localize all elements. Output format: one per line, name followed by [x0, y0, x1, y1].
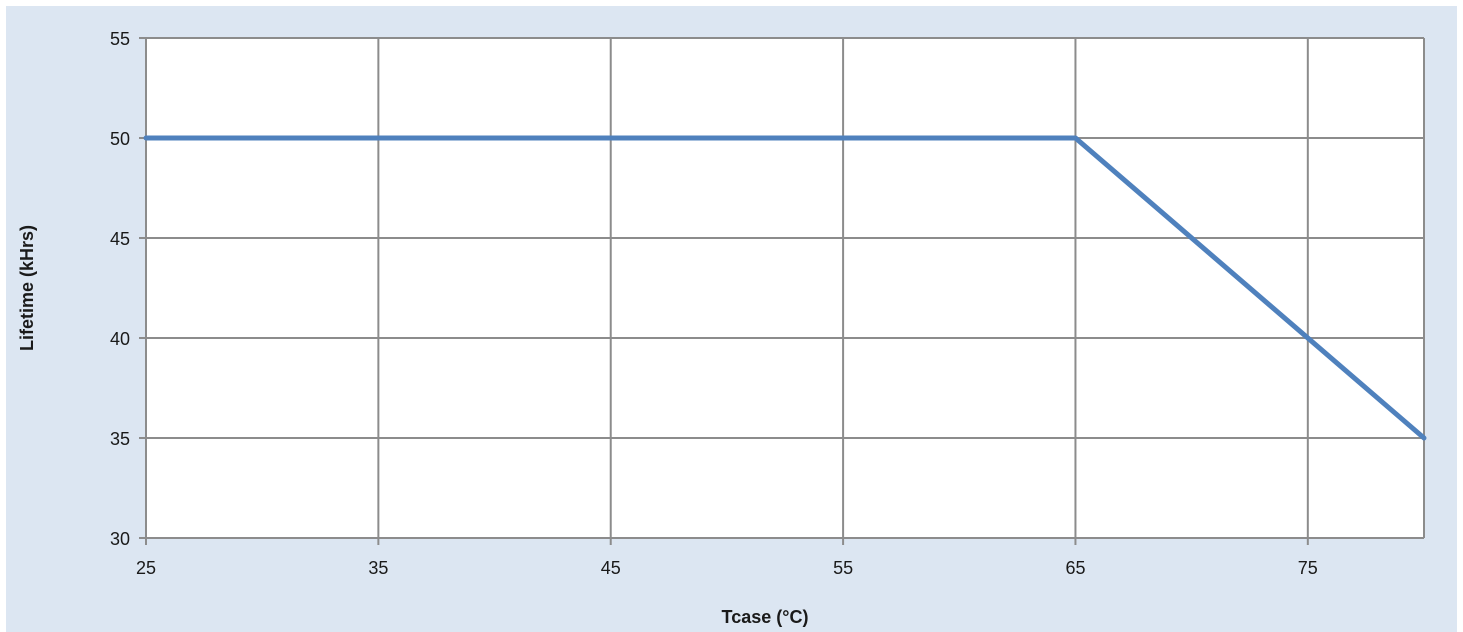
- lifetime-chart: 30 35 40 45 50 55 25 35 45 55 65 75 Tcase (°C) Lif…: [17, 29, 1427, 627]
- y-tick-labels: 30 35 40 45 50 55: [110, 29, 130, 549]
- series-layer: [143, 135, 1427, 441]
- series-line-0: [143, 135, 1427, 441]
- y-tick-label: 45: [110, 229, 130, 249]
- y-tick-label: 55: [110, 29, 130, 49]
- x-axis-title: Tcase (°C): [722, 607, 809, 627]
- x-tick-label: 65: [1065, 558, 1085, 578]
- y-tick-label: 35: [110, 429, 130, 449]
- y-tick-label: 30: [110, 529, 130, 549]
- plot-area: [146, 38, 1424, 538]
- x-tick-label: 45: [601, 558, 621, 578]
- x-tick-label: 35: [368, 558, 388, 578]
- x-tick-label: 55: [833, 558, 853, 578]
- chart-frame: 30 35 40 45 50 55 25 35 45 55 65 75 Tcase (°C) Lif…: [6, 6, 1457, 632]
- x-tick-label: 75: [1298, 558, 1318, 578]
- y-tick-label: 50: [110, 129, 130, 149]
- y-axis-title: Lifetime (kHrs): [17, 225, 37, 351]
- y-tick-label: 40: [110, 329, 130, 349]
- x-tick-labels: 25 35 45 55 65 75: [136, 558, 1318, 578]
- x-tick-label: 25: [136, 558, 156, 578]
